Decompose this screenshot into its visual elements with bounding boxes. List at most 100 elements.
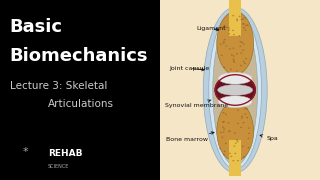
Ellipse shape	[243, 27, 245, 28]
Ellipse shape	[230, 156, 232, 157]
Ellipse shape	[217, 12, 253, 75]
Text: Joint capsule: Joint capsule	[170, 66, 210, 71]
Ellipse shape	[230, 69, 232, 70]
Ellipse shape	[229, 153, 231, 154]
Ellipse shape	[228, 27, 230, 29]
Ellipse shape	[218, 96, 252, 108]
Ellipse shape	[239, 16, 241, 17]
Ellipse shape	[236, 70, 238, 72]
Ellipse shape	[237, 141, 239, 142]
Ellipse shape	[223, 112, 225, 113]
Ellipse shape	[225, 114, 227, 115]
Ellipse shape	[229, 130, 231, 132]
Ellipse shape	[244, 17, 246, 18]
Ellipse shape	[233, 60, 235, 62]
Text: Bone marrow: Bone marrow	[166, 132, 214, 142]
Ellipse shape	[224, 39, 226, 40]
Ellipse shape	[220, 132, 222, 133]
Ellipse shape	[228, 122, 229, 123]
Ellipse shape	[233, 48, 235, 49]
Ellipse shape	[218, 85, 253, 95]
Ellipse shape	[227, 106, 229, 107]
Ellipse shape	[242, 18, 244, 20]
Text: SCIENCE: SCIENCE	[48, 164, 69, 169]
Ellipse shape	[209, 11, 261, 169]
Ellipse shape	[240, 65, 242, 66]
Bar	[0, 0, 160, 180]
Ellipse shape	[228, 105, 230, 106]
Ellipse shape	[234, 153, 236, 154]
Ellipse shape	[233, 55, 235, 57]
Ellipse shape	[241, 19, 243, 20]
Ellipse shape	[214, 74, 256, 106]
Text: Lecture 3: Skeletal: Lecture 3: Skeletal	[10, 81, 107, 91]
Ellipse shape	[228, 33, 230, 35]
Ellipse shape	[224, 151, 226, 152]
Ellipse shape	[235, 143, 237, 144]
Ellipse shape	[233, 61, 235, 63]
Ellipse shape	[224, 106, 226, 108]
Ellipse shape	[237, 123, 239, 124]
Ellipse shape	[229, 48, 231, 50]
Ellipse shape	[243, 122, 244, 123]
Ellipse shape	[239, 46, 241, 47]
Ellipse shape	[242, 146, 244, 147]
Ellipse shape	[244, 108, 246, 109]
Ellipse shape	[236, 18, 238, 20]
Ellipse shape	[244, 29, 246, 31]
Ellipse shape	[223, 131, 225, 133]
Ellipse shape	[233, 58, 235, 60]
Ellipse shape	[245, 58, 247, 59]
Ellipse shape	[236, 20, 238, 21]
Ellipse shape	[247, 138, 249, 139]
Bar	[160, 0, 320, 180]
Ellipse shape	[237, 160, 239, 161]
Ellipse shape	[246, 117, 248, 118]
Ellipse shape	[226, 46, 228, 47]
Ellipse shape	[233, 72, 235, 73]
Bar	[229, 0, 241, 36]
Ellipse shape	[218, 73, 252, 84]
Ellipse shape	[233, 34, 235, 35]
Ellipse shape	[241, 116, 243, 117]
Ellipse shape	[243, 43, 244, 45]
Ellipse shape	[203, 7, 267, 173]
Ellipse shape	[234, 132, 236, 134]
Ellipse shape	[242, 49, 244, 51]
Ellipse shape	[240, 127, 242, 128]
Ellipse shape	[236, 53, 238, 54]
Text: Synovial membrane: Synovial membrane	[165, 100, 228, 108]
Text: Ligament: Ligament	[197, 26, 227, 31]
Ellipse shape	[223, 67, 225, 68]
Ellipse shape	[231, 54, 233, 56]
Ellipse shape	[228, 131, 230, 132]
Ellipse shape	[220, 43, 222, 45]
Ellipse shape	[238, 35, 240, 37]
Ellipse shape	[241, 117, 243, 119]
Ellipse shape	[243, 23, 245, 25]
Ellipse shape	[245, 25, 247, 26]
Ellipse shape	[222, 126, 224, 128]
Ellipse shape	[223, 42, 225, 44]
Ellipse shape	[248, 127, 250, 129]
Ellipse shape	[239, 41, 241, 42]
Ellipse shape	[217, 102, 253, 161]
Ellipse shape	[223, 154, 225, 155]
Ellipse shape	[247, 24, 249, 26]
Text: Biomechanics: Biomechanics	[10, 47, 148, 65]
Ellipse shape	[237, 109, 239, 111]
Ellipse shape	[244, 113, 246, 115]
Ellipse shape	[228, 30, 230, 31]
Ellipse shape	[246, 108, 248, 110]
Text: *: *	[23, 147, 28, 157]
Ellipse shape	[213, 14, 258, 166]
Ellipse shape	[223, 41, 225, 42]
Ellipse shape	[244, 63, 246, 64]
Ellipse shape	[233, 145, 235, 147]
Ellipse shape	[248, 133, 250, 134]
Ellipse shape	[232, 30, 234, 31]
Ellipse shape	[226, 27, 228, 28]
Ellipse shape	[224, 26, 226, 27]
Ellipse shape	[232, 102, 234, 104]
Bar	[229, 140, 241, 176]
